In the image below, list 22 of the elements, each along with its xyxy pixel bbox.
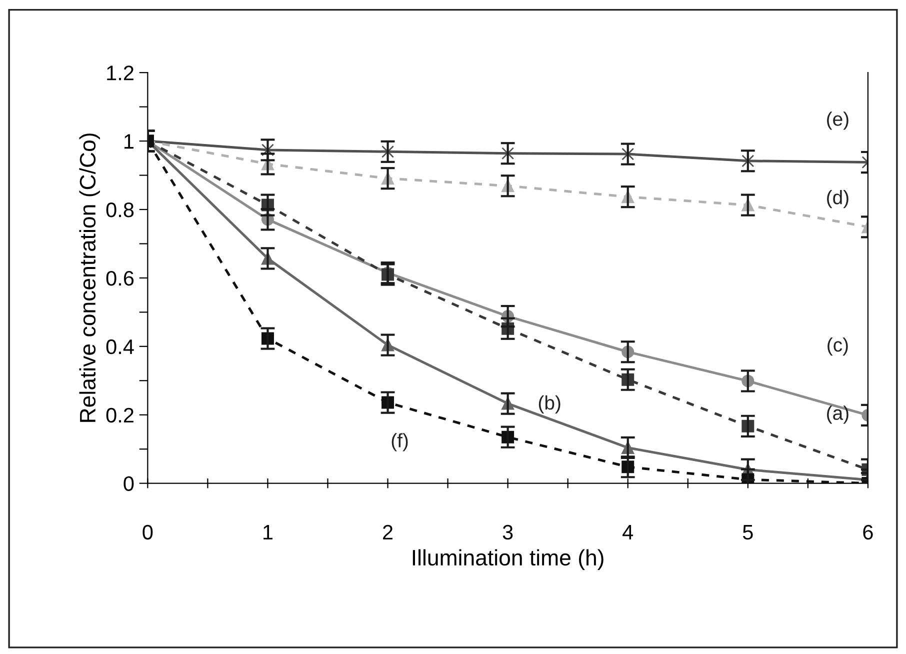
x-tick-label: 3 [502,524,513,540]
x-tick-label: 2 [383,524,393,540]
annotation: (e) [827,112,848,130]
y-tick-label: 1 [124,134,134,149]
x-tick-label: 1 [264,525,272,540]
x-tick-label: 5 [742,525,753,540]
annotation: (d) [827,190,848,208]
y-tick-label: 0 [124,476,134,492]
x-tick-label: 6 [863,524,873,540]
y-tick-label: 0.4 [106,339,134,354]
x-tick-label: 4 [622,525,634,540]
y-axis-title: Relative concentration (C/Co) [79,134,100,422]
annotation: (b) [538,395,560,414]
annotation: (c) [828,337,848,356]
annotation: (a) [827,406,848,424]
y-tick-label: 1.2 [107,66,134,80]
y-tick-label: 0.8 [106,202,134,218]
x-tick-label: 0 [142,524,153,540]
y-tick-label: 0.2 [106,408,134,423]
annotation: (f) [392,433,408,452]
y-tick-label: 0.6 [106,270,134,286]
x-axis-title: Illumination time (h) [412,549,604,570]
